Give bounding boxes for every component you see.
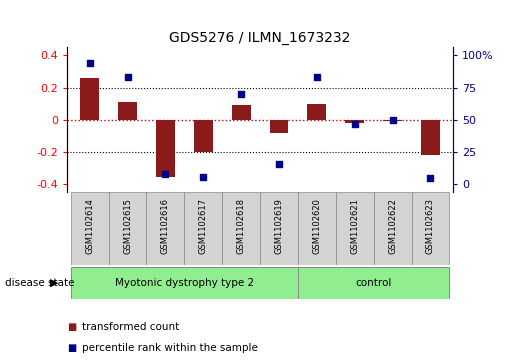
- FancyBboxPatch shape: [298, 192, 336, 265]
- Text: GSM1102620: GSM1102620: [313, 198, 321, 254]
- FancyBboxPatch shape: [336, 192, 374, 265]
- Bar: [232, 105, 251, 120]
- Text: GSM1102618: GSM1102618: [236, 198, 246, 254]
- Text: GSM1102623: GSM1102623: [426, 198, 435, 254]
- Point: [199, 174, 208, 179]
- Title: GDS5276 / ILMN_1673232: GDS5276 / ILMN_1673232: [169, 31, 351, 45]
- Point: [237, 91, 245, 97]
- Text: GSM1102622: GSM1102622: [388, 198, 397, 254]
- FancyBboxPatch shape: [222, 192, 260, 265]
- Point: [161, 171, 169, 177]
- FancyBboxPatch shape: [260, 192, 298, 265]
- Point: [275, 161, 283, 167]
- Text: Myotonic dystrophy type 2: Myotonic dystrophy type 2: [115, 278, 254, 288]
- Bar: [80, 78, 99, 120]
- Bar: [194, 120, 213, 152]
- Bar: [345, 120, 364, 123]
- Text: GSM1102617: GSM1102617: [199, 198, 208, 254]
- Point: [351, 121, 359, 127]
- Text: transformed count: transformed count: [82, 322, 180, 332]
- Text: GSM1102621: GSM1102621: [350, 198, 359, 254]
- FancyBboxPatch shape: [411, 192, 450, 265]
- FancyBboxPatch shape: [298, 267, 450, 299]
- Bar: [118, 102, 137, 120]
- Text: GSM1102616: GSM1102616: [161, 198, 170, 254]
- Bar: [421, 120, 440, 155]
- FancyBboxPatch shape: [109, 192, 146, 265]
- Text: ■: ■: [67, 322, 76, 332]
- Bar: [156, 120, 175, 177]
- Point: [426, 175, 435, 181]
- FancyBboxPatch shape: [71, 192, 109, 265]
- Text: GSM1102619: GSM1102619: [274, 198, 284, 254]
- Point: [388, 117, 397, 123]
- Point: [124, 74, 132, 80]
- Point: [313, 74, 321, 80]
- Text: GSM1102615: GSM1102615: [123, 198, 132, 254]
- FancyBboxPatch shape: [374, 192, 411, 265]
- Point: [85, 60, 94, 66]
- Text: disease state: disease state: [5, 278, 75, 288]
- Text: ▶: ▶: [50, 278, 58, 288]
- Bar: [269, 120, 288, 133]
- FancyBboxPatch shape: [146, 192, 184, 265]
- FancyBboxPatch shape: [71, 267, 298, 299]
- Text: ■: ■: [67, 343, 76, 354]
- Bar: [307, 104, 327, 120]
- Text: control: control: [355, 278, 392, 288]
- Text: GSM1102614: GSM1102614: [85, 198, 94, 254]
- Bar: [383, 120, 402, 121]
- Text: percentile rank within the sample: percentile rank within the sample: [82, 343, 259, 354]
- FancyBboxPatch shape: [184, 192, 222, 265]
